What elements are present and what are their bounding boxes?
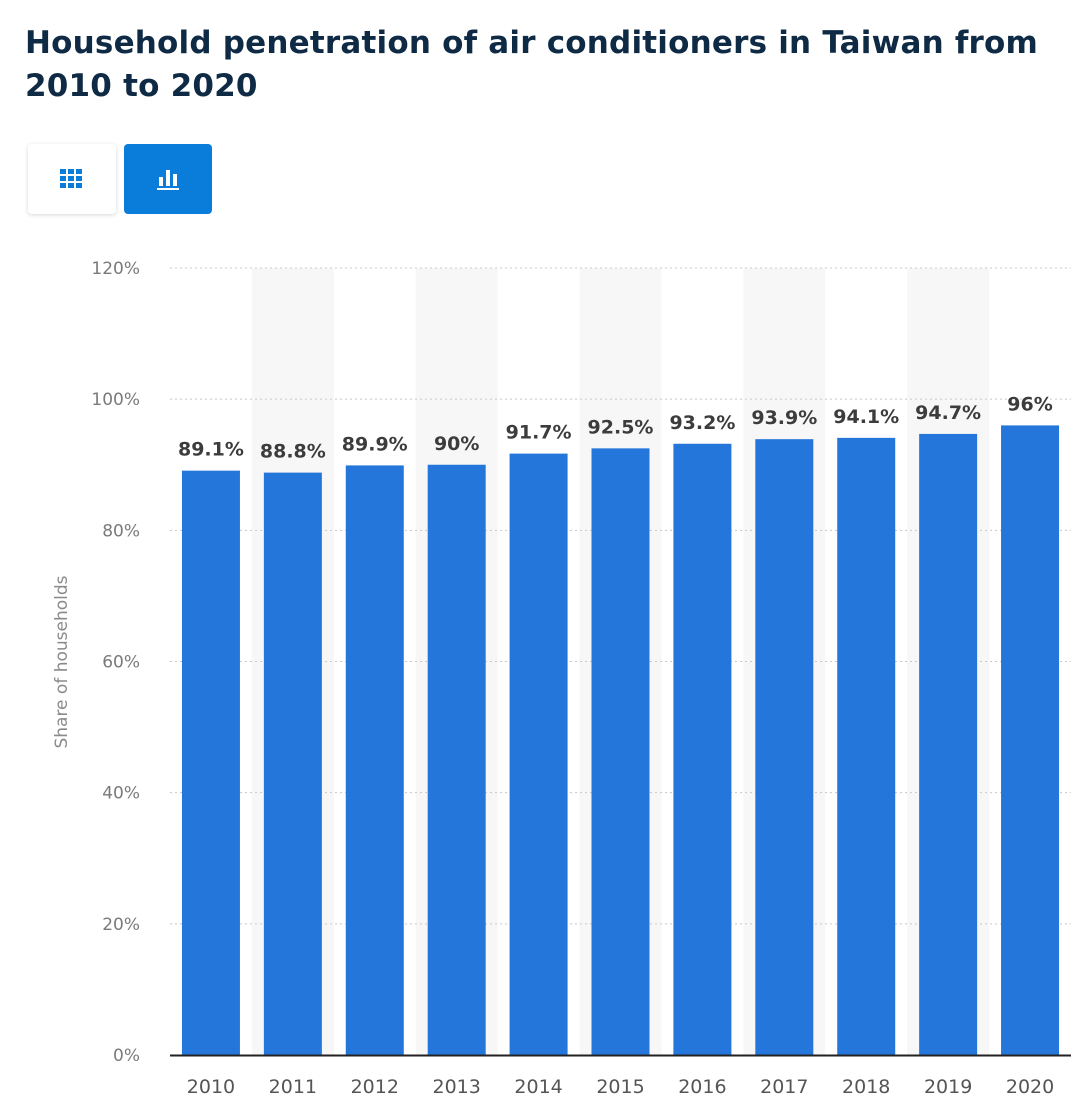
x-tick-label: 2020: [1006, 1076, 1054, 1098]
data-label: 93.2%: [669, 412, 735, 434]
data-label: 96%: [1007, 393, 1052, 415]
data-label: 90%: [434, 433, 479, 455]
bar-2017: [755, 439, 814, 1055]
x-tick-label: 2015: [596, 1076, 644, 1098]
data-label: 89.9%: [342, 433, 408, 455]
y-tick-label: 100%: [91, 390, 140, 410]
y-tick-label: 80%: [102, 521, 140, 541]
x-tick-label: 2013: [433, 1076, 481, 1098]
bar-2015: [591, 448, 650, 1056]
data-label: 93.9%: [751, 407, 817, 429]
x-tick-label: 2018: [842, 1076, 890, 1098]
bar-2012: [345, 465, 404, 1055]
bar-2020: [1001, 425, 1060, 1055]
table-grid-icon: [60, 169, 82, 188]
chart-view-button[interactable]: [124, 144, 212, 214]
bar-2014: [509, 453, 568, 1055]
chart-title: Household penetration of air conditioner…: [25, 25, 1039, 104]
y-tick-label: 40%: [102, 784, 140, 804]
bar-chart-icon: [157, 170, 179, 190]
bar-2013: [427, 464, 486, 1055]
bar-2018: [837, 437, 896, 1055]
x-tick-label: 2011: [269, 1076, 317, 1098]
x-tick-label: 2014: [514, 1076, 562, 1098]
data-label: 88.8%: [260, 441, 326, 463]
bar-2019: [919, 433, 978, 1055]
y-tick-label: 120%: [91, 259, 140, 279]
data-label: 91.7%: [506, 422, 572, 444]
data-label: 94.1%: [833, 406, 899, 428]
table-view-button[interactable]: [28, 144, 116, 214]
x-tick-label: 2012: [351, 1076, 399, 1098]
y-tick-label: 20%: [102, 915, 140, 935]
bar-2011: [263, 472, 322, 1055]
data-label: 92.5%: [588, 416, 654, 438]
data-label: 94.7%: [915, 402, 981, 424]
x-tick-label: 2016: [678, 1076, 726, 1098]
bar-2016: [673, 443, 732, 1056]
y-tick-label: 60%: [102, 653, 140, 673]
x-tick-label: 2010: [187, 1076, 235, 1098]
y-tick-label: 0%: [113, 1046, 140, 1066]
bar-2010: [181, 470, 240, 1056]
data-label: 89.1%: [178, 439, 244, 461]
x-tick-label: 2017: [760, 1076, 808, 1098]
x-tick-label: 2019: [924, 1076, 972, 1098]
y-axis-label: Share of households: [52, 575, 72, 749]
